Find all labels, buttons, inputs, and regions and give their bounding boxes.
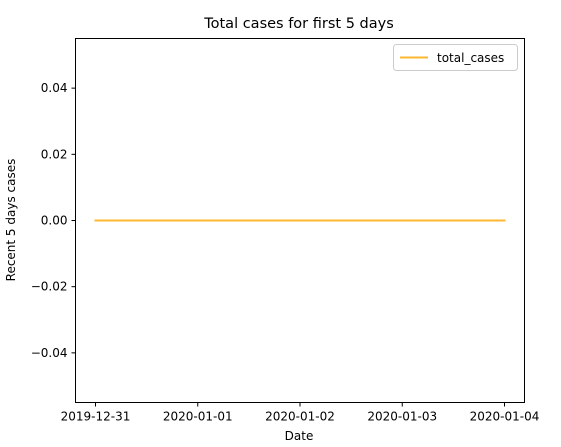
x-tick-label: 2019-12-31 [61, 410, 131, 424]
x-tick-label: 2020-01-02 [265, 410, 335, 424]
x-tick-label: 2020-01-03 [367, 410, 437, 424]
y-tick-label: −0.02 [31, 280, 68, 294]
y-axis-ticks: −0.04 −0.02 0.00 0.02 0.04 [31, 81, 76, 360]
x-axis-ticks: 2019-12-31 2020-01-01 2020-01-02 2020-01-03… [61, 402, 540, 424]
chart-title: Total cases for first 5 days [203, 16, 394, 32]
legend-label-total-cases: total_cases [437, 51, 504, 65]
y-tick-label: 0.02 [41, 147, 68, 161]
y-axis-label: Recent 5 days cases [4, 159, 18, 282]
x-tick-label: 2020-01-01 [163, 410, 233, 424]
legend: total_cases [393, 44, 518, 71]
y-tick-label: 0.04 [41, 81, 68, 95]
x-axis-label: Date [285, 429, 314, 443]
plot-area-frame [75, 38, 525, 403]
y-tick-label: 0.00 [41, 214, 68, 228]
y-tick-label: −0.04 [31, 346, 68, 360]
x-tick-label: 2020-01-04 [470, 410, 540, 424]
legend-box [393, 44, 518, 71]
